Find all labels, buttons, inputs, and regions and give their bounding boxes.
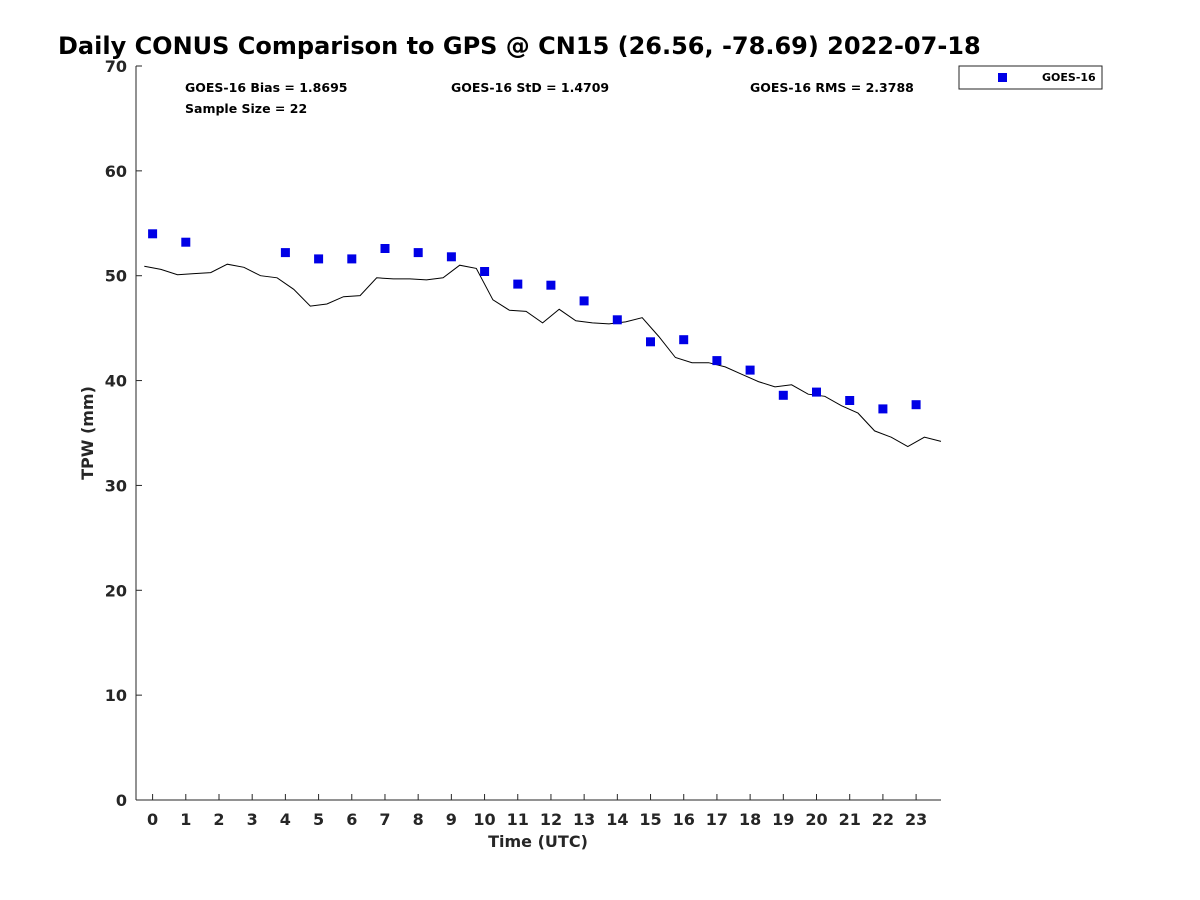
x-tick-label: 23 [905,810,927,829]
goes16-point [745,365,755,375]
x-tick-label: 7 [379,810,390,829]
x-tick-label: 2 [213,810,224,829]
goes16-point [314,254,324,264]
legend: GOES-16 [958,65,1103,90]
chart-title: Daily CONUS Comparison to GPS @ CN15 (26… [58,32,981,60]
goes16-point [280,248,290,258]
stat-rms: GOES-16 RMS = 2.3788 [750,80,914,95]
x-tick-label: 20 [805,810,827,829]
goes16-point [679,335,689,345]
goes16-point [845,396,855,405]
y-tick-label: 70 [105,57,127,76]
y-tick-label: 0 [116,791,127,810]
x-tick-label: 12 [540,810,562,829]
x-tick-label: 9 [446,810,457,829]
x-tick-label: 6 [346,810,357,829]
x-tick-label: 11 [507,810,529,829]
x-tick-label: 21 [839,810,861,829]
x-tick-label: 17 [706,810,728,829]
x-axis-label: Time (UTC) [488,832,588,851]
goes16-point [712,356,722,366]
x-tick-label: 19 [772,810,794,829]
x-tick-label: 5 [313,810,324,829]
goes16-point [778,390,788,400]
gps-line-series [144,263,942,448]
x-tick-label: 22 [872,810,894,829]
goes16-point [413,248,423,258]
goes16-point [347,254,357,264]
gps-tpw-line [144,263,942,448]
goes16-point [513,279,523,289]
y-tick-label: 10 [105,686,127,705]
goes16-point [878,404,888,414]
goes16-point [148,229,158,239]
stat-bias: GOES-16 Bias = 1.8695 [185,80,347,95]
y-tick-label: 40 [105,372,127,391]
stat-sample-size: Sample Size = 22 [185,101,307,116]
goes16-point [446,252,456,262]
goes16-point [579,296,589,306]
goes16-point [480,267,490,276]
x-tick-label: 3 [247,810,258,829]
x-tick-label: 0 [147,810,158,829]
goes16-point [181,237,191,247]
y-tick-label: 30 [105,476,127,495]
x-tick-label: 16 [673,810,695,829]
x-tick-label: 8 [413,810,424,829]
goes16-point [546,280,556,290]
y-tick-label: 60 [105,162,127,181]
goes16-point [911,400,921,410]
goes16-point [612,315,622,325]
x-tick-label: 14 [606,810,628,829]
x-tick-label: 18 [739,810,761,829]
x-ticks: 0 1 2 3 4 5 6 7 8 9 10 11 12 13 14 15 16 17 18 19 20 21 22 23 [147,794,927,829]
goes16-point [812,387,821,397]
y-tick-label: 20 [105,581,127,600]
y-axis-label: TPW (mm) [78,386,97,480]
goes16-point [646,337,655,347]
stat-std: GOES-16 StD = 1.4709 [451,80,609,95]
legend-box [958,65,1103,90]
y-ticks: 0 10 20 30 40 50 60 70 [105,57,142,810]
legend-marker-square-icon [998,73,1007,82]
goes16-point [380,244,390,253]
y-tick-label: 50 [105,267,127,286]
x-tick-label: 4 [280,810,291,829]
x-tick-label: 13 [573,810,595,829]
goes16-scatter-series [148,229,921,414]
x-tick-label: 10 [473,810,495,829]
x-tick-label: 15 [639,810,661,829]
legend-label-goes16: GOES-16 [1042,71,1096,84]
x-tick-label: 1 [180,810,191,829]
